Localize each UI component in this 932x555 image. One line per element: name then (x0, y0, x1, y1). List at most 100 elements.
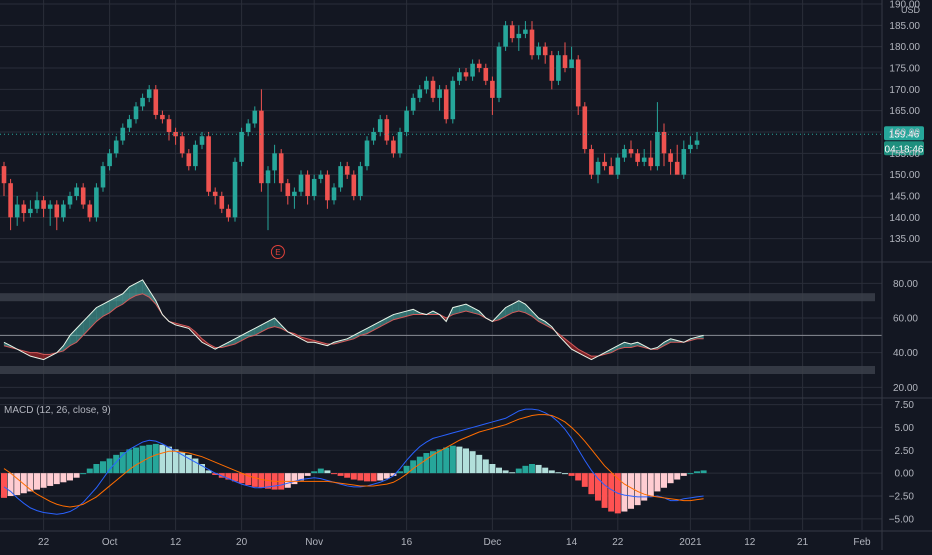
candle-down[interactable] (542, 42, 548, 64)
candle-up[interactable] (74, 183, 79, 201)
candle-up[interactable] (377, 114, 383, 137)
candle-down[interactable] (179, 132, 185, 158)
candle-up[interactable] (107, 149, 112, 171)
candle-up[interactable] (298, 170, 304, 196)
candle-down[interactable] (259, 89, 264, 192)
candle-down[interactable] (212, 187, 218, 205)
candle-down[interactable] (186, 149, 192, 171)
candle-down[interactable] (391, 136, 396, 158)
candle-up[interactable] (641, 149, 647, 167)
candle-up[interactable] (133, 102, 139, 124)
candle-up[interactable] (28, 200, 33, 218)
candle-down[interactable] (153, 85, 159, 120)
candle-down[interactable] (87, 200, 93, 222)
candle-up[interactable] (272, 144, 277, 184)
candle-up[interactable] (424, 76, 429, 94)
candle-up[interactable] (523, 21, 528, 39)
oscillator-pane[interactable] (0, 279, 882, 374)
candle-up[interactable] (569, 46, 574, 68)
candle-up[interactable] (338, 161, 343, 192)
candle-down[interactable] (490, 76, 495, 115)
candle-down[interactable] (589, 144, 594, 179)
candle-up[interactable] (694, 132, 700, 150)
macd-pane[interactable]: MACD (12, 26, close, 9) (1, 405, 707, 515)
candle-up[interactable] (496, 42, 502, 103)
candle-down[interactable] (219, 191, 225, 214)
candle-down[interactable] (351, 170, 357, 201)
candle-up[interactable] (556, 50, 561, 86)
candle-down[interactable] (476, 59, 482, 73)
candle-down[interactable] (80, 183, 86, 209)
candle-down[interactable] (509, 21, 515, 43)
candle-up[interactable] (470, 59, 475, 81)
candle-up[interactable] (127, 114, 132, 132)
candle-up[interactable] (120, 123, 126, 145)
candle-down[interactable] (41, 196, 46, 218)
candle-up[interactable] (232, 157, 238, 222)
candle-up[interactable] (615, 153, 621, 179)
candle-up[interactable] (404, 106, 409, 137)
candle-down[interactable] (173, 127, 178, 145)
candle-down[interactable] (278, 149, 284, 192)
candle-up[interactable] (503, 21, 508, 51)
candle-up[interactable] (193, 140, 198, 171)
candle-up[interactable] (622, 144, 627, 162)
candle-up[interactable] (34, 191, 40, 214)
candle-down[interactable] (206, 132, 211, 196)
candle-up[interactable] (14, 196, 20, 226)
candle-down[interactable] (628, 140, 634, 158)
candle-up[interactable] (417, 85, 423, 103)
candle-down[interactable] (384, 114, 390, 145)
candle-down[interactable] (575, 55, 581, 115)
candle-up[interactable] (140, 93, 145, 111)
candle-up[interactable] (595, 157, 601, 184)
price-pane[interactable]: 159.46 04:18:46 E (0, 21, 924, 259)
candle-down[interactable] (549, 50, 555, 90)
candle-down[interactable] (608, 157, 614, 175)
candle-up[interactable] (318, 170, 324, 184)
candle-up[interactable] (358, 161, 363, 201)
candle-down[interactable] (443, 85, 449, 124)
candle-up[interactable] (371, 127, 376, 145)
candle-down[interactable] (661, 123, 667, 167)
candle-down[interactable] (1, 161, 7, 196)
candle-up[interactable] (61, 200, 66, 222)
candle-up[interactable] (331, 183, 337, 205)
candle-down[interactable] (674, 144, 680, 175)
candle-up[interactable] (113, 136, 119, 158)
candle-up[interactable] (146, 85, 152, 103)
candle-up[interactable] (364, 136, 370, 171)
candle-down[interactable] (463, 68, 469, 81)
candle-down[interactable] (668, 149, 673, 175)
candle-up[interactable] (397, 127, 403, 158)
candle-up[interactable] (245, 119, 251, 137)
candle-down[interactable] (483, 63, 489, 86)
candle-down[interactable] (582, 102, 588, 154)
candle-down[interactable] (285, 178, 291, 205)
candle-up[interactable] (199, 132, 205, 150)
candle-up[interactable] (450, 76, 456, 124)
candle-up[interactable] (47, 200, 53, 226)
candle-down[interactable] (562, 42, 568, 73)
candle-up[interactable] (536, 42, 541, 60)
candle-up[interactable] (688, 136, 693, 154)
candle-down[interactable] (226, 204, 231, 222)
candle-up[interactable] (681, 140, 687, 179)
candle-up[interactable] (94, 183, 99, 222)
candle-up[interactable] (239, 127, 244, 167)
candle-down[interactable] (344, 161, 350, 179)
candle-up[interactable] (516, 25, 522, 51)
candle-up[interactable] (292, 187, 297, 209)
candle-up[interactable] (457, 68, 462, 86)
candle-up[interactable] (655, 102, 660, 171)
candle-up[interactable] (311, 174, 317, 201)
candle-down[interactable] (21, 200, 27, 222)
candle-down[interactable] (602, 153, 607, 171)
candle-up[interactable] (67, 191, 73, 209)
candle-up[interactable] (265, 166, 271, 231)
candle-down[interactable] (635, 149, 640, 167)
candle-down[interactable] (305, 170, 310, 205)
candle-down[interactable] (648, 140, 654, 171)
